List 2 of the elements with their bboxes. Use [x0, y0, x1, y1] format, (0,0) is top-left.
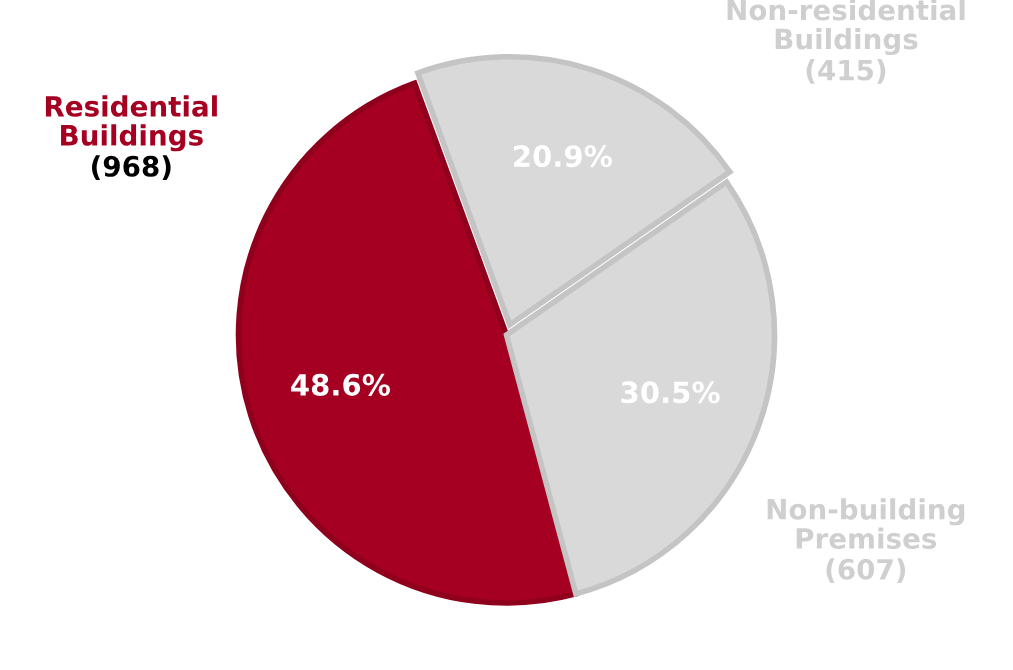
data-label: 48.6% — [291, 373, 391, 396]
slice-label: Residential Buildings (968) — [45, 95, 217, 181]
